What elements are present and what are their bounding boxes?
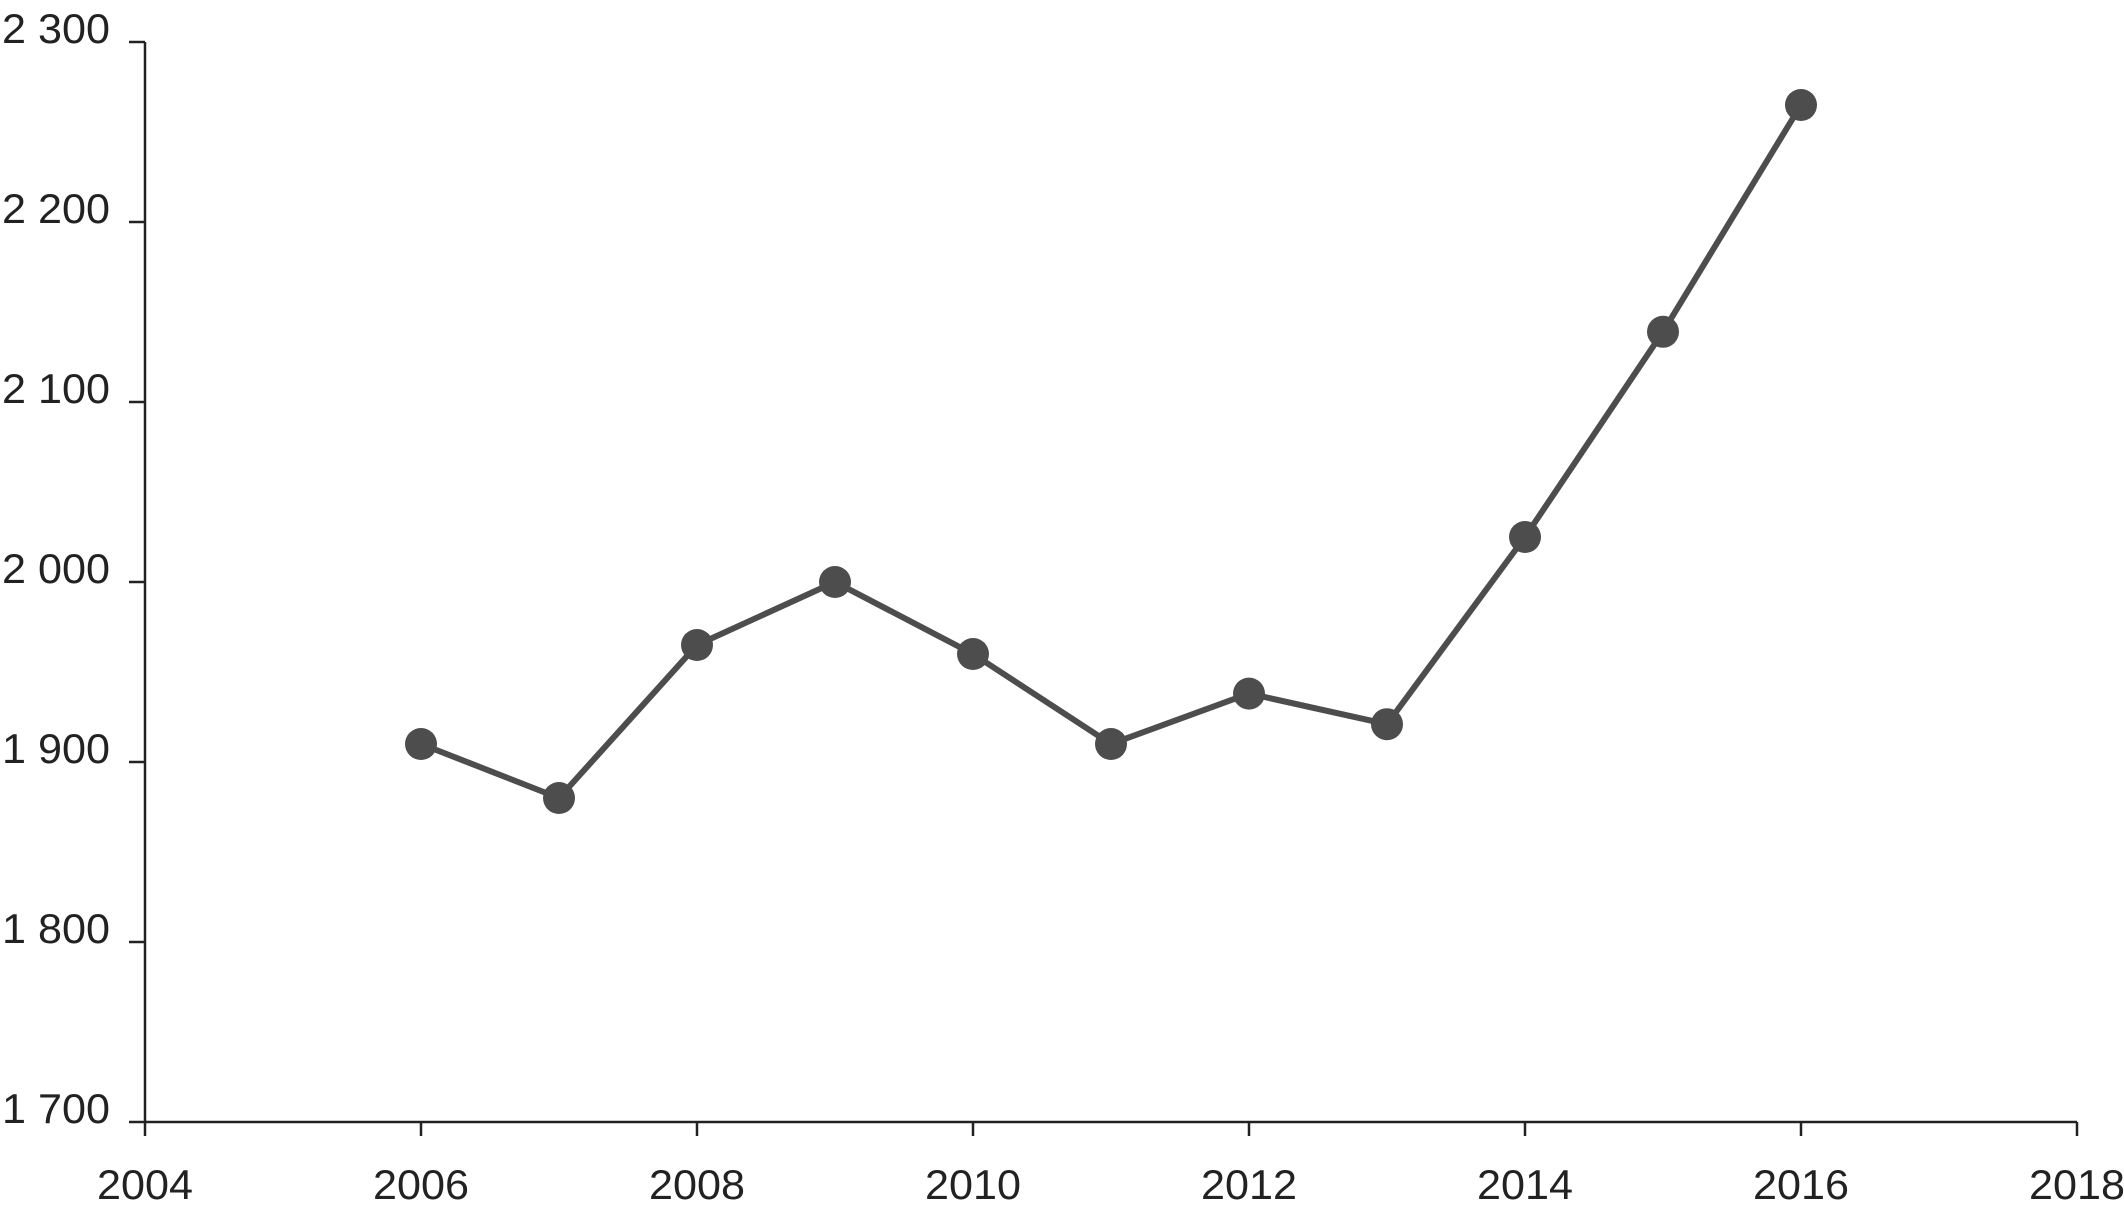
y-tick-label: 1 800 xyxy=(2,905,110,952)
x-tick-label: 2010 xyxy=(925,1161,1021,1208)
data-point xyxy=(819,566,851,598)
y-tick-label: 2 000 xyxy=(2,545,110,592)
data-line xyxy=(419,103,1804,801)
data-point xyxy=(1509,521,1541,553)
data-point xyxy=(1647,315,1679,348)
y-tick-label: 1 900 xyxy=(2,725,110,772)
y-tick-label: 1 700 xyxy=(2,1085,110,1132)
data-point xyxy=(681,629,713,661)
x-tick-label: 2006 xyxy=(373,1161,469,1208)
data-point xyxy=(957,638,989,670)
x-tick-label: 2008 xyxy=(649,1161,745,1208)
data-point xyxy=(1371,708,1403,741)
x-tick-label: 2004 xyxy=(97,1161,193,1208)
y-tick-label: 2 300 xyxy=(2,5,110,52)
y-tick-label: 2 200 xyxy=(2,185,110,232)
y-tick-label: 2 100 xyxy=(2,365,110,412)
x-tick-label: 2012 xyxy=(1201,1161,1297,1208)
data-point xyxy=(1233,677,1265,710)
data-point xyxy=(543,782,575,814)
data-point xyxy=(1095,728,1127,760)
x-tick-label: 2016 xyxy=(1753,1161,1849,1208)
data-point xyxy=(405,728,437,760)
x-tick-label: 2014 xyxy=(1477,1161,1573,1208)
x-tick-label: 2018 xyxy=(2029,1161,2124,1208)
data-point xyxy=(1785,89,1817,121)
